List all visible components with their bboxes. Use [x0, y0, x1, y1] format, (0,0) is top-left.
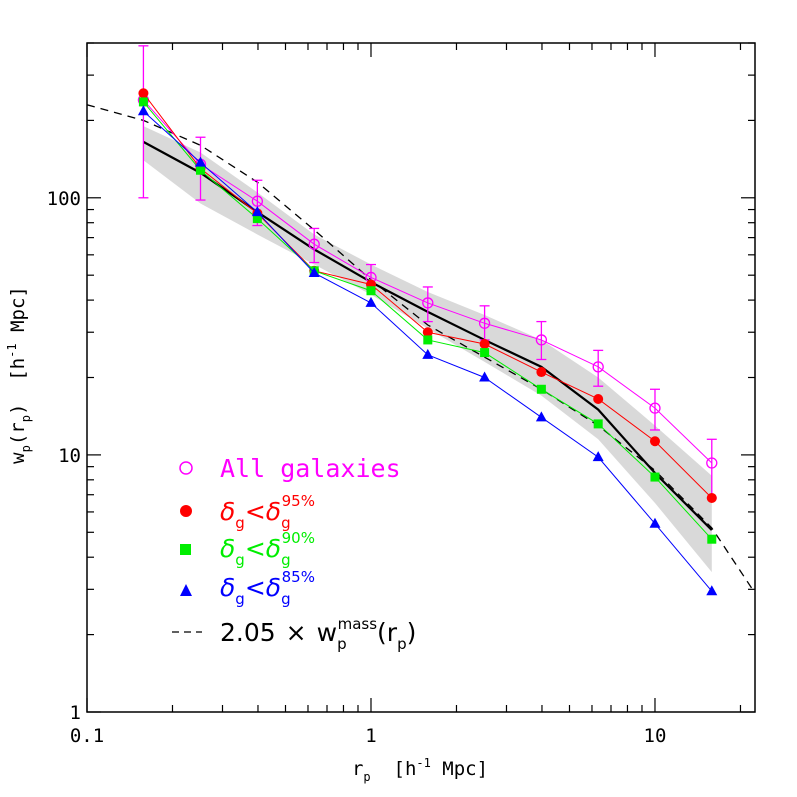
data-point-open-circle [422, 297, 434, 309]
data-point-filled-triangle [365, 296, 377, 307]
data-point-open-circle [308, 238, 320, 250]
data-point-filled-circle [706, 492, 717, 503]
data-point-open-circle [535, 334, 548, 346]
data-point-open-circle [592, 361, 604, 373]
data-point-filled-triangle [422, 348, 434, 359]
frame-layer [86, 42, 756, 713]
data-point-open-circle [706, 457, 718, 469]
data-point-filled-circle [649, 436, 660, 447]
legend-label-all-galaxies: All galaxies [220, 454, 401, 483]
data-point-filled-triangle [706, 585, 718, 596]
legend-entry-delta-90: δg<δg90% [180, 529, 315, 569]
legend-entry-delta-85: δg<δg85% [180, 568, 315, 608]
legend-marker-open-circle [179, 461, 193, 475]
data-point-filled-triangle [137, 105, 149, 116]
legend-marker-filled-triangle [180, 584, 192, 596]
x-tick-label: 0.1 [70, 725, 104, 747]
data-point-filled-square [252, 214, 262, 224]
y-tick-label: 10 [58, 445, 81, 467]
data-point-filled-triangle [592, 451, 604, 462]
legend-label-delta-90: δg<δg90% [220, 529, 315, 569]
series-layer [87, 45, 755, 596]
data-point-filled-circle [479, 338, 490, 349]
data-point-filled-square [536, 384, 546, 394]
legend-entry-mass: 2.05 × wpmass(rp) [172, 615, 416, 653]
band-layer [143, 126, 712, 573]
legend-marker-filled-square [180, 544, 191, 555]
x-tick-label: 10 [644, 725, 667, 747]
data-point-filled-square [650, 472, 660, 482]
data-point-filled-square [196, 165, 206, 175]
y-tick-label: 1 [70, 702, 81, 724]
data-point-filled-triangle [649, 517, 661, 528]
data-point-filled-square [593, 419, 603, 429]
data-point-filled-square [707, 534, 717, 544]
legend-label-delta-85: δg<δg85% [220, 568, 315, 608]
x-axis-label: rp [h-1 Mpc] [352, 756, 488, 784]
scatter-band [143, 126, 712, 573]
data-point-filled-square [138, 97, 148, 107]
data-point-filled-square [480, 348, 490, 358]
legend-entry-all-galaxies: All galaxies [179, 454, 401, 483]
data-point-open-circle [649, 402, 661, 414]
y-tick-label: 100 [47, 188, 81, 210]
legend-label-mass: 2.05 × wpmass(rp) [220, 615, 416, 653]
data-point-filled-triangle [195, 156, 207, 167]
data-point-filled-circle [422, 327, 433, 338]
plot-frame [86, 42, 756, 713]
legend-entry-delta-95: δg<δg95% [180, 492, 315, 532]
data-point-filled-square [423, 335, 433, 345]
data-point-filled-triangle [535, 411, 547, 422]
x-tick-label: 1 [365, 725, 376, 747]
data-point-filled-triangle [308, 266, 320, 277]
tick-layer [86, 42, 755, 713]
data-point-open-circle [478, 317, 491, 329]
legend: All galaxies δg<δg95% δg<δg90% δg<δg85% … [172, 454, 416, 653]
y-axis-label: wp(rp) [h-1 Mpc] [5, 286, 33, 464]
data-point-filled-circle [593, 393, 604, 404]
data-point-filled-circle [138, 88, 149, 99]
data-point-filled-triangle [479, 371, 491, 382]
legend-label-delta-95: δg<δg95% [220, 492, 315, 532]
data-point-filled-circle [536, 367, 547, 378]
mass-dashed-line [87, 104, 755, 594]
legend-marker-filled-circle [180, 505, 192, 517]
data-point-filled-triangle [251, 206, 263, 217]
data-point-filled-square [366, 286, 376, 296]
